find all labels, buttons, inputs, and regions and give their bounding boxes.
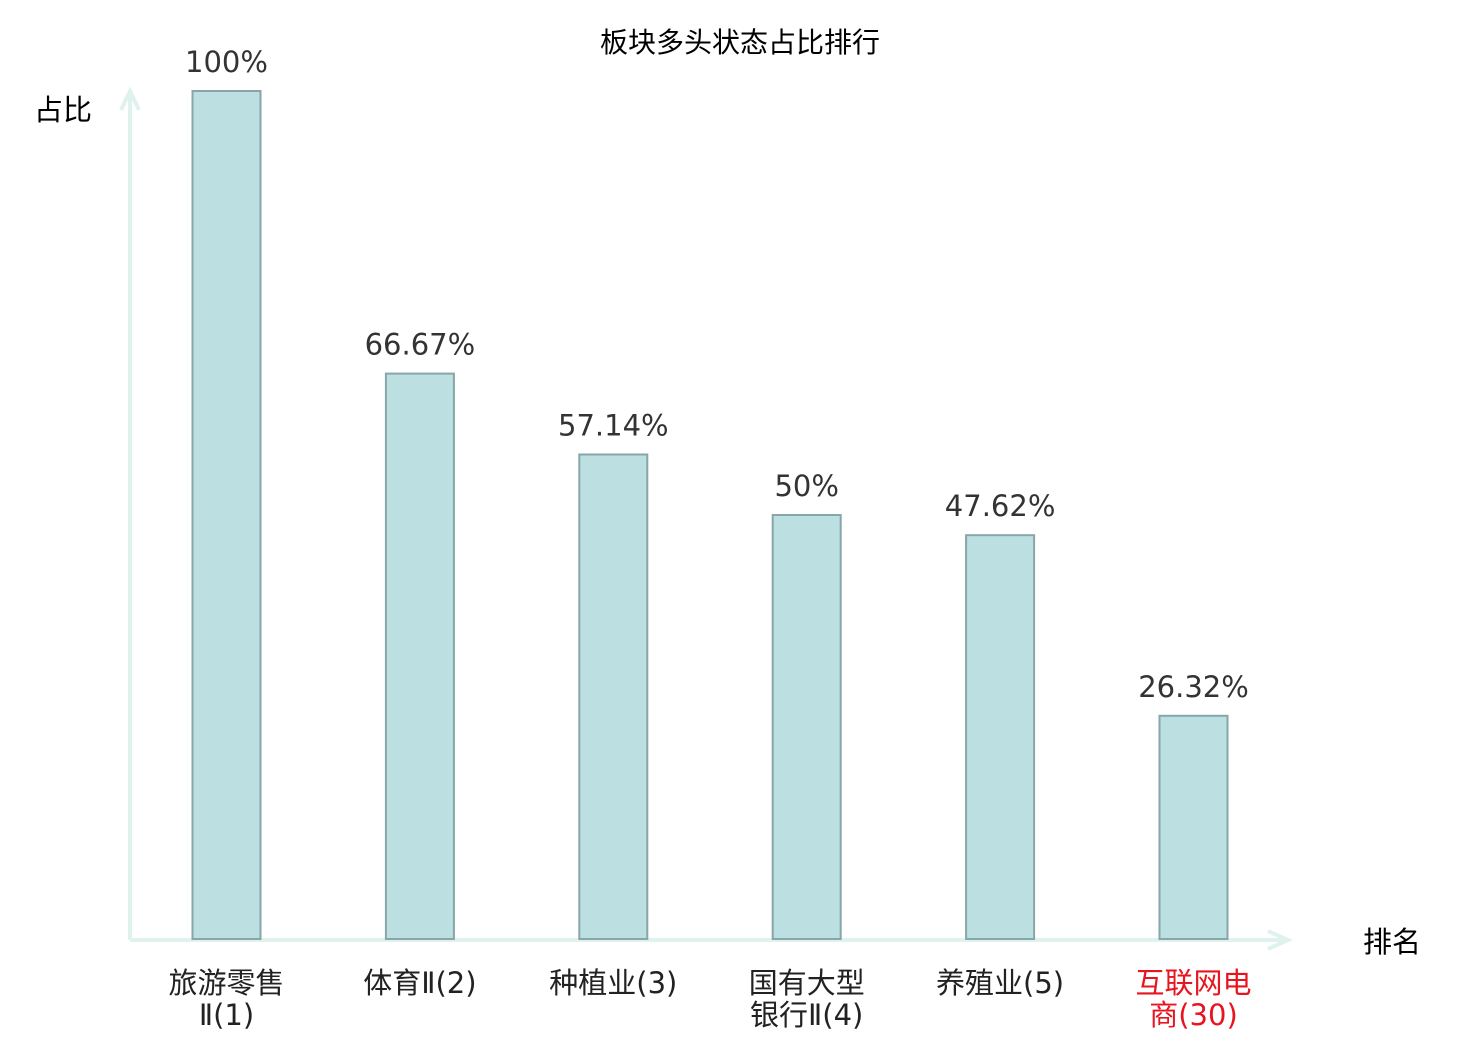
bar-value-label: 66.67%	[365, 328, 476, 362]
category-label: 养殖业(5)	[936, 966, 1064, 1000]
category-label: 旅游零售 Ⅱ(1)	[168, 966, 284, 1032]
category-label-line: 体育Ⅱ(2)	[363, 966, 476, 1000]
bar-value-label: 50%	[774, 469, 838, 503]
category-label: 体育Ⅱ(2)	[363, 966, 476, 1000]
category-label-line: 银行Ⅱ(4)	[750, 998, 863, 1032]
x-axis	[130, 929, 1293, 951]
bar	[965, 534, 1036, 940]
category-label-line: 国有大型	[749, 966, 865, 1000]
category-label-line: 商(30)	[1149, 998, 1238, 1032]
bar	[771, 514, 842, 940]
category-label: 互联网电商(30)	[1135, 966, 1251, 1032]
x-axis-label: 排名	[1363, 925, 1421, 959]
bar	[1158, 714, 1229, 940]
category-label-line: 旅游零售	[168, 966, 284, 1000]
category-label-line: 养殖业(5)	[936, 966, 1064, 1000]
category-label-line: 种植业(3)	[549, 966, 677, 1000]
x-axis-arrow	[1267, 929, 1293, 951]
category-label-line: Ⅱ(1)	[199, 998, 254, 1032]
bar	[578, 453, 649, 940]
bar-value-label: 26.32%	[1138, 670, 1249, 704]
chart-title: 板块多头状态占比排行	[600, 26, 880, 59]
bar	[384, 372, 455, 941]
y-axis-arrow	[119, 86, 141, 111]
bar-value-label: 100%	[185, 45, 268, 79]
bar-value-label: 47.62%	[945, 489, 1056, 523]
bar	[191, 90, 262, 940]
category-label-line: 互联网电	[1135, 966, 1251, 1000]
bars-group: 100% 旅游零售 Ⅱ(1) 66.67% 体育Ⅱ(2) 57.14% 种植业(3) 50% 国…	[168, 45, 1251, 1032]
category-label: 种植业(3)	[549, 966, 677, 1000]
y-axis	[119, 86, 141, 940]
bar-value-label: 57.14%	[558, 409, 669, 443]
category-label: 国有大型银行Ⅱ(4)	[749, 966, 865, 1032]
y-axis-label: 占比	[34, 93, 92, 127]
